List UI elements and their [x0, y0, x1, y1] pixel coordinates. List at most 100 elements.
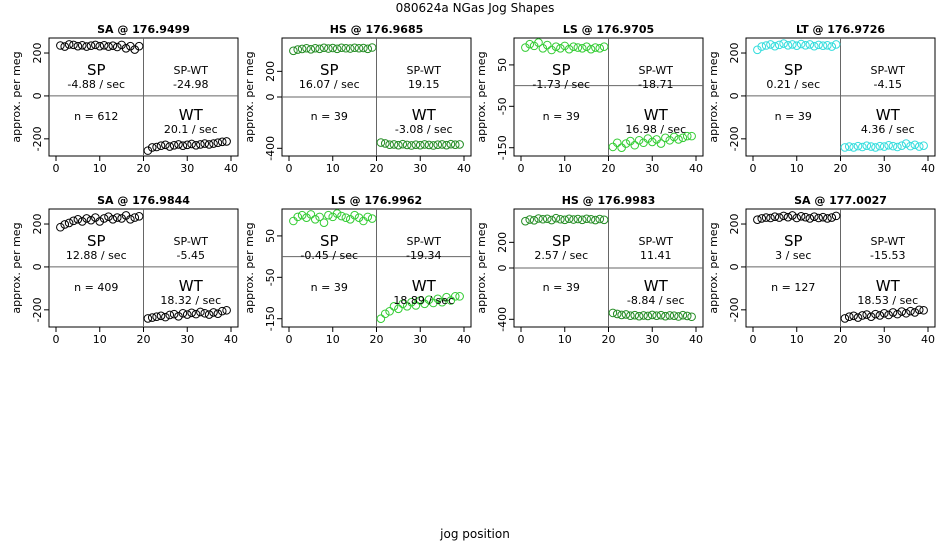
y-tick-label: -200	[31, 297, 44, 322]
y-tick-label: -200	[728, 297, 741, 322]
data-point	[178, 141, 188, 151]
data-point	[341, 43, 351, 53]
data-point	[204, 310, 214, 319]
data-point	[455, 292, 464, 301]
y-tick-label: 200	[31, 214, 44, 235]
data-point	[424, 140, 434, 150]
y-axis-label: approx. per meg	[475, 51, 488, 142]
data-point	[919, 141, 928, 151]
sp-rate: -1.73 / sec	[532, 78, 590, 91]
data-point	[182, 310, 192, 319]
x-tick-label: 10	[93, 333, 107, 346]
data-point	[213, 309, 223, 318]
data-point	[95, 41, 105, 51]
data-point	[191, 140, 201, 150]
plot-panel-5: SA @ 176.9844 0 10 20 30 40 200 0 -200 approx. pe…	[10, 194, 239, 346]
data-point	[380, 139, 390, 148]
data-point	[521, 216, 530, 226]
data-point	[770, 212, 780, 222]
sample-count: n = 39	[543, 281, 580, 294]
data-point	[302, 43, 311, 53]
data-point	[398, 139, 408, 149]
data-point	[99, 214, 109, 223]
data-point	[774, 213, 784, 222]
x-tick-label: 0	[53, 333, 60, 346]
data-point	[612, 138, 622, 148]
data-point	[121, 43, 131, 53]
data-point	[182, 140, 192, 150]
data-point	[569, 215, 578, 224]
y-tick-label: -400	[496, 307, 509, 332]
data-point	[761, 41, 771, 50]
data-point	[564, 214, 574, 224]
data-point	[779, 39, 788, 48]
data-point	[385, 306, 394, 316]
data-point	[853, 141, 863, 151]
data-point	[363, 212, 373, 222]
data-point	[367, 214, 377, 223]
data-point	[630, 140, 640, 150]
wt-rate: 18.89 / sec	[393, 294, 454, 307]
data-point	[169, 309, 179, 319]
data-point	[823, 214, 832, 223]
wt-rate: -3.08 / sec	[395, 123, 453, 136]
wt-label: WT	[179, 277, 204, 295]
sp-rate: -4.88 / sec	[67, 78, 125, 91]
data-point	[573, 43, 583, 52]
data-point	[337, 43, 346, 53]
sp-wt-label: SP-WT	[871, 235, 906, 248]
y-tick-label: 200	[264, 61, 277, 82]
x-tick-label: 30	[645, 162, 659, 175]
sample-count: n = 409	[74, 281, 118, 294]
data-point	[394, 140, 403, 150]
plot-title: LS @ 176.9962	[331, 194, 422, 207]
sample-count: n = 39	[311, 281, 348, 294]
data-point	[577, 215, 587, 225]
data-point	[147, 143, 157, 152]
data-point	[411, 140, 421, 150]
wt-label: WT	[876, 277, 901, 295]
y-axis-label: approx. per meg	[243, 222, 256, 313]
data-point	[385, 140, 394, 150]
data-point	[161, 140, 170, 150]
data-point	[634, 311, 644, 321]
data-point	[165, 142, 175, 151]
data-point	[884, 310, 893, 320]
data-point	[217, 137, 227, 147]
data-point	[551, 213, 561, 223]
data-point	[99, 40, 109, 50]
sample-count: n = 612	[74, 110, 118, 123]
x-tick-label: 20	[602, 333, 616, 346]
sp-label: SP	[320, 232, 339, 250]
figure-x-axis-label: jog position	[440, 527, 510, 541]
data-point	[130, 213, 140, 222]
sp-rate: 12.88 / sec	[66, 249, 127, 262]
data-point	[626, 311, 635, 321]
data-point	[617, 310, 626, 320]
data-point	[398, 299, 408, 309]
x-tick-label: 0	[286, 333, 293, 346]
data-point	[919, 305, 928, 315]
data-point	[389, 140, 399, 149]
data-point	[814, 40, 823, 50]
data-point	[187, 139, 196, 149]
data-point	[297, 44, 307, 54]
data-point	[805, 214, 815, 223]
plot-panel-2: HS @ 176.9685 0 10 20 30 40 200 0 -400 approx. pe…	[243, 23, 472, 175]
sp-wt-value: -4.15	[874, 78, 902, 91]
data-point	[143, 146, 153, 155]
x-tick-label: 10	[558, 333, 572, 346]
data-point	[626, 136, 635, 146]
data-point	[134, 211, 144, 221]
data-point	[595, 214, 605, 224]
data-point	[86, 215, 96, 225]
data-point	[60, 220, 70, 229]
wt-label: WT	[644, 277, 669, 295]
wt-rate: 18.53 / sec	[857, 294, 918, 307]
y-tick-label: -50	[264, 268, 277, 286]
data-point	[862, 310, 872, 319]
data-point	[350, 210, 359, 220]
y-axis-label: approx. per meg	[707, 51, 720, 142]
data-point	[196, 307, 205, 317]
